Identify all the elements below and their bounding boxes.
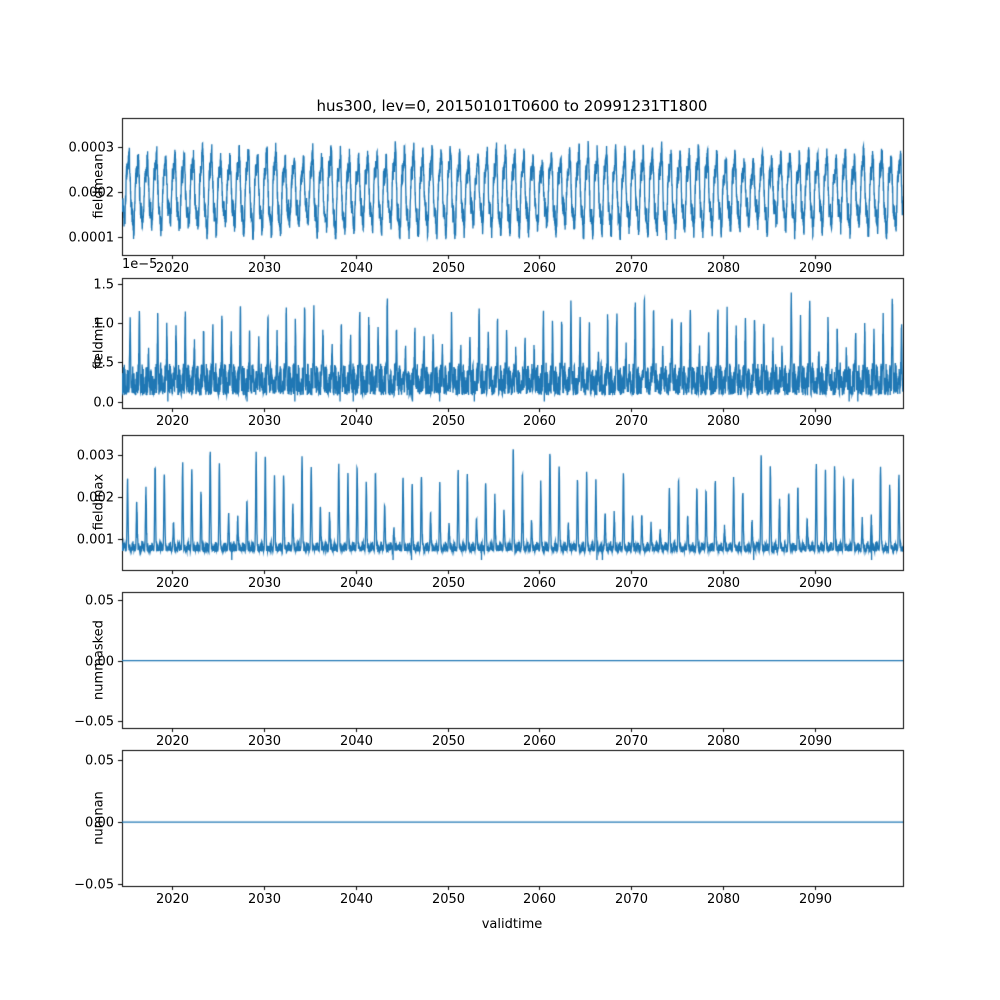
y-tick-label: 0.0002 <box>68 185 115 200</box>
y-tick-label: 0.5 <box>93 355 114 370</box>
x-tick-label: 2030 <box>247 261 282 276</box>
x-tick-label: 2070 <box>614 576 649 591</box>
y-tick-label: 1.5 <box>93 277 114 292</box>
x-tick-label: 2090 <box>798 261 833 276</box>
y-axis-offset-text: 1e−5 <box>122 257 158 272</box>
x-tick-label: 2050 <box>431 734 466 749</box>
y-tick-label: 0.0001 <box>68 230 115 245</box>
x-tick-label: 2060 <box>522 261 557 276</box>
x-tick-label: 2020 <box>155 734 190 749</box>
y-tick-label: 0.00 <box>85 654 114 669</box>
x-tick-label: 2060 <box>522 414 557 429</box>
y-tick-label: 0.05 <box>85 753 114 768</box>
chart-title: hus300, lev=0, 20150101T0600 to 20991231… <box>316 97 708 115</box>
x-axis-label: validtime <box>481 917 543 932</box>
x-tick-label: 2080 <box>706 892 741 907</box>
y-tick-label: −0.05 <box>74 714 114 729</box>
x-tick-label: 2060 <box>522 576 557 591</box>
y-tick-label: 0.0003 <box>68 140 115 155</box>
x-tick-label: 2050 <box>431 576 466 591</box>
x-tick-label: 2090 <box>798 734 833 749</box>
x-tick-label: 2050 <box>431 414 466 429</box>
x-tick-label: 2070 <box>614 414 649 429</box>
x-tick-label: 2040 <box>339 576 374 591</box>
x-tick-label: 2030 <box>247 892 282 907</box>
x-tick-label: 2090 <box>798 414 833 429</box>
x-tick-label: 2080 <box>706 261 741 276</box>
x-tick-label: 2040 <box>339 892 374 907</box>
x-tick-label: 2080 <box>706 576 741 591</box>
x-tick-label: 2030 <box>247 734 282 749</box>
y-tick-label: 0.002 <box>76 490 114 505</box>
x-tick-label: 2090 <box>798 576 833 591</box>
x-tick-label: 2030 <box>247 414 282 429</box>
x-tick-label: 2070 <box>614 734 649 749</box>
x-tick-label: 2070 <box>614 892 649 907</box>
x-tick-label: 2020 <box>155 892 190 907</box>
x-tick-label: 2090 <box>798 892 833 907</box>
x-tick-label: 2040 <box>339 261 374 276</box>
x-tick-label: 2020 <box>155 576 190 591</box>
x-tick-label: 2020 <box>155 261 190 276</box>
x-tick-label: 2080 <box>706 734 741 749</box>
y-tick-label: 0.0 <box>93 395 114 410</box>
x-tick-label: 2030 <box>247 576 282 591</box>
x-tick-label: 2040 <box>339 734 374 749</box>
x-tick-label: 2060 <box>522 734 557 749</box>
y-tick-label: 0.003 <box>76 448 114 463</box>
x-tick-label: 2050 <box>431 892 466 907</box>
x-tick-label: 2060 <box>522 892 557 907</box>
y-tick-label: 0.001 <box>76 532 114 547</box>
x-tick-label: 2040 <box>339 414 374 429</box>
x-tick-label: 2080 <box>706 414 741 429</box>
x-tick-label: 2020 <box>155 414 190 429</box>
y-tick-label: 1.0 <box>93 316 114 331</box>
y-tick-label: −0.05 <box>74 877 114 892</box>
y-tick-label: 0.05 <box>85 593 114 608</box>
x-tick-label: 2050 <box>431 261 466 276</box>
x-tick-label: 2070 <box>614 261 649 276</box>
y-tick-label: 0.00 <box>85 815 114 830</box>
